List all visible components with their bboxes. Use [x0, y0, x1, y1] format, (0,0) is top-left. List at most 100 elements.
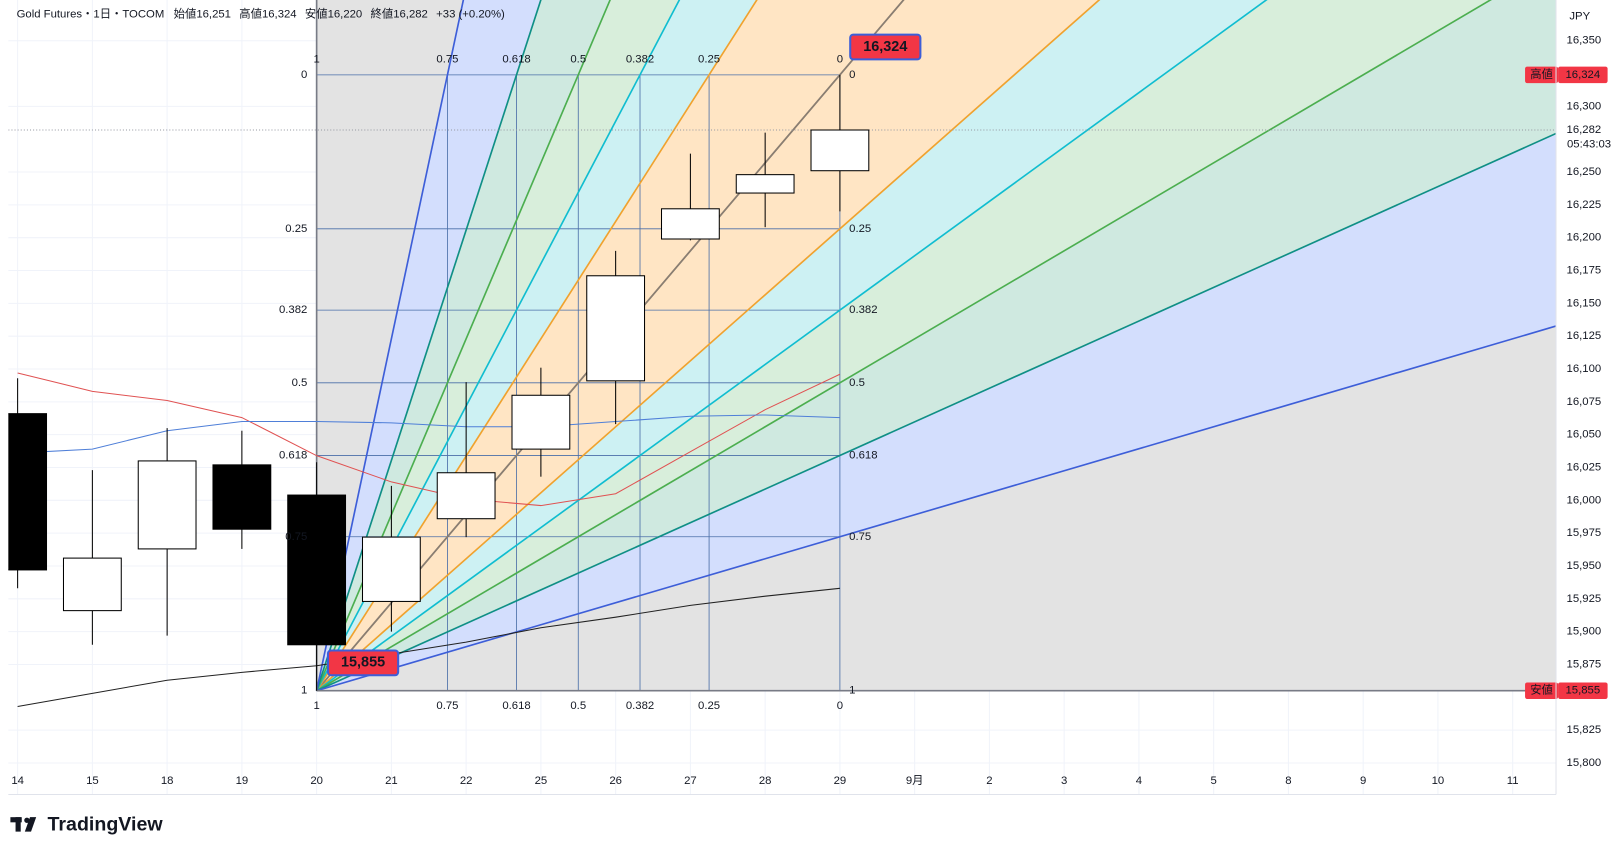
level-label: 0	[301, 69, 307, 81]
level-label: 0.25	[285, 223, 307, 235]
y-tick-label: 16,225	[1567, 199, 1602, 211]
level-label: 0	[837, 53, 843, 65]
chart-title: Gold Futures・1日・TOCOM	[17, 8, 165, 20]
y-tick-label: 16,175	[1567, 265, 1602, 277]
level-label: 0.5	[570, 53, 586, 65]
x-tick-label: 22	[460, 775, 473, 787]
ohlc-close: 終値16,282	[371, 6, 428, 20]
level-label: 0.382	[849, 304, 877, 316]
candle-body	[810, 129, 870, 172]
level-label: 0.5	[570, 700, 586, 712]
candle-body	[511, 394, 571, 450]
x-tick-label: 20	[310, 775, 323, 787]
price-tag-value: 16,324	[1566, 69, 1601, 81]
level-label: 0.25	[849, 223, 871, 235]
y-tick-label: 16,000	[1567, 494, 1602, 506]
gann-fan	[315, 0, 1557, 692]
x-tick-label: 29	[834, 775, 847, 787]
x-tick-label: 21	[385, 775, 398, 787]
level-label: 0	[837, 700, 843, 712]
x-tick-label: 28	[759, 775, 772, 787]
y-tick-label: 15,825	[1567, 724, 1602, 736]
level-label: 1	[301, 685, 307, 697]
level-label: 1	[849, 685, 855, 697]
y-tick-label: 16,250	[1567, 166, 1602, 178]
candle-body	[62, 557, 122, 612]
anchor-tag	[849, 33, 922, 61]
ma-line	[17, 587, 840, 707]
level-label: 0.25	[698, 53, 720, 65]
ohlc-low: 安値16,220	[305, 6, 362, 20]
last-price-countdown: 05:43:03	[1567, 138, 1611, 150]
y-tick-label: 16,075	[1567, 396, 1602, 408]
candle-body	[287, 494, 347, 646]
ohlc-open: 始値16,251	[174, 6, 231, 20]
price-tag-label: 安値	[1530, 683, 1553, 697]
candle-body	[436, 472, 496, 520]
ohlc-change: +33 (+0.20%)	[436, 8, 505, 20]
chart-header: Gold Futures・1日・TOCOM 始値16,251 高値16,324 …	[17, 6, 505, 20]
last-price-value: 16,282	[1567, 124, 1602, 136]
y-tick-label: 15,950	[1567, 560, 1602, 572]
series-layer	[8, 74, 1557, 707]
level-label: 0.382	[626, 700, 654, 712]
label-layer: 16,350 16,300 16,250 16,225 16,200 16,175 16,1…	[11, 33, 1618, 787]
ma-line	[17, 414, 840, 454]
price-tag-label: 高値	[1530, 67, 1553, 81]
level-label: 0.5	[292, 377, 308, 389]
level-label: 0.382	[626, 53, 654, 65]
price-tag	[1558, 682, 1608, 699]
logo-shape	[15, 817, 21, 832]
x-tick-label: 15	[86, 775, 99, 787]
y-tick-label: 16,150	[1567, 297, 1602, 309]
logo-shape	[24, 817, 37, 832]
y-tick-label: 16,125	[1567, 330, 1602, 342]
anchor-tag-text: 16,324	[863, 39, 907, 55]
ohlc-high: 高値16,324	[239, 6, 296, 20]
y-tick-label: 16,350	[1567, 35, 1602, 47]
x-tick-label: 27	[684, 775, 697, 787]
y-tick-label: 15,875	[1567, 658, 1602, 670]
logo: TradingView	[10, 814, 163, 836]
x-tick-label: 9	[1360, 775, 1366, 787]
candle-body	[361, 536, 421, 602]
y-tick-label: 15,975	[1567, 527, 1602, 539]
y-tick-label: 16,300	[1567, 100, 1602, 112]
x-tick-label: 2	[986, 775, 992, 787]
level-label: 0	[849, 69, 855, 81]
anchor-tag	[326, 649, 400, 677]
level-label: 0.25	[698, 700, 720, 712]
x-tick-label: 5	[1211, 775, 1217, 787]
level-label: 0.75	[436, 53, 458, 65]
y-tick-label: 16,200	[1567, 232, 1602, 244]
logo-shape	[24, 817, 30, 823]
candle-body	[137, 460, 197, 550]
level-label: 0.618	[279, 449, 307, 461]
y-tick-label: 16,025	[1567, 461, 1602, 473]
level-label: 0.75	[436, 700, 458, 712]
price-tag	[1525, 682, 1559, 699]
fan-fill	[316, 0, 1557, 691]
x-tick-label: 4	[1136, 775, 1142, 787]
level-label: 1	[313, 700, 319, 712]
price-tag-value: 15,855	[1566, 685, 1601, 697]
y-tick-label: 15,925	[1567, 593, 1602, 605]
y-tick-label: 15,900	[1567, 626, 1602, 638]
x-tick-label: 25	[535, 775, 548, 787]
candle-body	[735, 174, 795, 194]
price-tag	[1525, 66, 1559, 84]
level-label: 0.75	[285, 531, 307, 543]
anchor-tag-text: 15,855	[341, 655, 385, 671]
x-tick-label: 10	[1432, 775, 1445, 787]
y-tick-label: 16,050	[1567, 429, 1602, 441]
currency: JPY	[1569, 11, 1590, 23]
x-tick-label: 3	[1061, 775, 1067, 787]
candle-body	[586, 275, 646, 382]
level-label: 0.618	[849, 449, 877, 461]
x-tick-label: 11	[1507, 775, 1519, 787]
candle-body	[212, 464, 272, 530]
level-label: 1	[313, 53, 319, 65]
level-label: 0.382	[279, 304, 307, 316]
